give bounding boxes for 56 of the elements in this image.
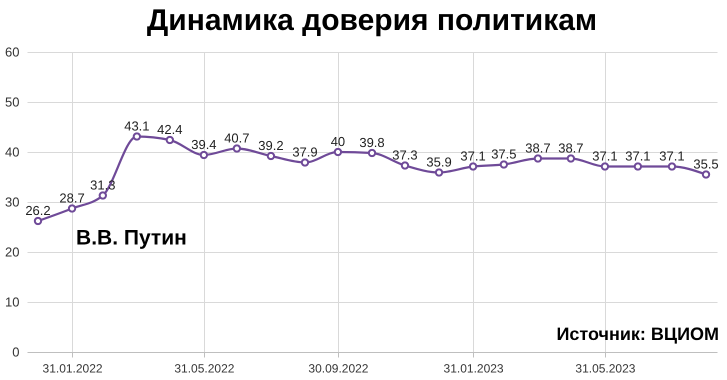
- point: [702, 170, 710, 179]
- point: [132, 132, 142, 141]
- data-label: 28.7: [59, 190, 85, 206]
- point: [500, 160, 508, 169]
- point: [368, 148, 376, 158]
- data-label: 26.2: [25, 203, 51, 218]
- y-tick-label: 50: [5, 94, 20, 110]
- point: [266, 152, 276, 160]
- point: [200, 150, 208, 160]
- x-tick-label: 31.05.2023: [575, 362, 636, 376]
- y-tick-label: 40: [5, 144, 20, 160]
- y-tick-label: 10: [5, 294, 20, 310]
- x-tick-label: 30.09.2022: [308, 362, 369, 376]
- annotation: Источник: ВЦИОМ: [556, 324, 719, 344]
- data-label: 40: [330, 134, 346, 149]
- point: [634, 162, 642, 171]
- x-tick-label: 31.01.2023: [444, 362, 504, 376]
- data-label: 39.4: [191, 137, 217, 152]
- data-label: 37.1: [625, 148, 651, 164]
- point: [300, 158, 310, 167]
- point: [400, 161, 410, 170]
- point: [166, 136, 174, 144]
- point: [668, 162, 676, 171]
- y-tick-label: 20: [5, 244, 20, 260]
- point: [334, 148, 342, 156]
- data-label: 37.1: [460, 148, 486, 164]
- data-label: 38.7: [558, 140, 584, 156]
- data-label: 37.5: [491, 146, 517, 162]
- point: [68, 204, 76, 213]
- data-label: 40.7: [224, 130, 250, 146]
- point: [534, 154, 542, 163]
- data-label: 37.9: [292, 144, 318, 160]
- y-tick-label: 0: [12, 344, 20, 360]
- data-label: 43.1: [124, 118, 150, 134]
- data-label: 35.5: [693, 156, 719, 172]
- data-label: 38.7: [525, 140, 551, 156]
- chart-title: Динамика доверия политикам: [146, 4, 598, 37]
- data-label: 39.8: [359, 135, 385, 150]
- point: [232, 144, 242, 153]
- data-label: 37.1: [592, 148, 618, 164]
- data-label: 35.9: [426, 154, 452, 170]
- point: [468, 162, 478, 171]
- series-label: В.В. Путин: [76, 226, 187, 250]
- y-tick-label: 60: [5, 44, 20, 60]
- point: [98, 191, 107, 200]
- data-label: 39.2: [258, 138, 284, 153]
- x-tick-label: 31.01.2022: [42, 362, 103, 376]
- point: [566, 154, 576, 163]
- data-label: 42.4: [157, 122, 182, 137]
- point: [434, 168, 444, 177]
- data-label: 37.1: [659, 148, 685, 164]
- data-label: 37.3: [392, 148, 418, 162]
- point: [34, 216, 42, 226]
- point: [600, 162, 610, 171]
- x-tick-label: 31.05.2022: [174, 362, 235, 376]
- y-tick-label: 30: [5, 194, 20, 210]
